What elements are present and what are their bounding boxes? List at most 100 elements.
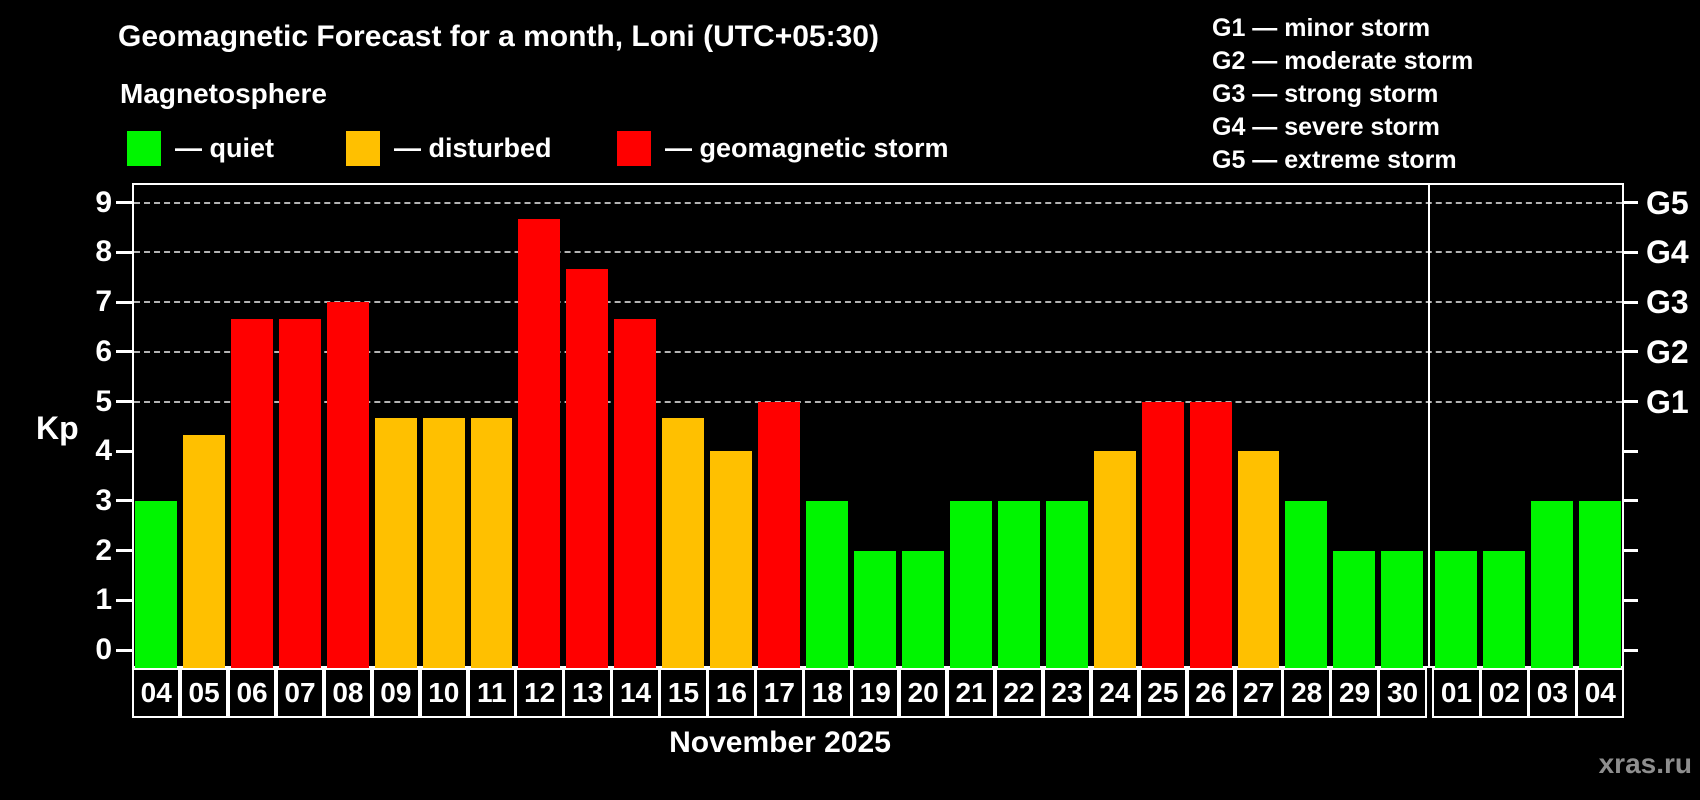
date-cell-dec-01: 01	[1432, 668, 1481, 718]
kp-bar-nov-18	[806, 500, 849, 668]
date-cell-nov-30: 30	[1378, 668, 1427, 718]
date-cell-nov-18: 18	[803, 668, 852, 718]
right-axis-label-g3: G3	[1646, 284, 1689, 321]
g-legend-line-4: G4 — severe storm	[1212, 113, 1440, 141]
gridline-kp-8	[134, 251, 1622, 254]
y-axis-label-0: 0	[95, 633, 112, 666]
right-axis-tick-8	[1622, 250, 1638, 254]
date-cell-nov-15: 15	[659, 668, 708, 718]
kp-bar-nov-07	[278, 318, 321, 668]
left-axis-tick-8	[116, 250, 132, 254]
left-axis-tick-5	[116, 400, 132, 403]
gridline-kp-9	[134, 201, 1622, 204]
kp-bar-dec-04	[1579, 500, 1621, 668]
date-cell-dec-02: 02	[1480, 668, 1529, 718]
right-axis-tick-0	[1622, 648, 1638, 652]
left-axis-tick-3	[116, 499, 132, 503]
date-cell-nov-06: 06	[227, 668, 277, 718]
watermark: xras.ru	[1598, 748, 1692, 779]
kp-bar-nov-20	[901, 550, 944, 668]
date-cell-nov-08: 08	[323, 668, 373, 718]
kp-bar-chart-plot-area	[132, 183, 1624, 668]
date-cell-nov-29: 29	[1330, 668, 1379, 718]
legend-label-quiet: — quiet	[175, 133, 274, 163]
kp-bar-nov-21	[949, 500, 992, 668]
date-cell-dec-03: 03	[1528, 668, 1577, 718]
date-cell-nov-14: 14	[611, 668, 660, 718]
date-cell-nov-22: 22	[994, 668, 1044, 718]
left-axis-tick-4	[116, 449, 132, 453]
page-title: Geomagnetic Forecast for a month, Loni (…	[118, 20, 879, 53]
date-cell-nov-05: 05	[179, 668, 229, 718]
y-axis-label-5: 5	[95, 384, 112, 418]
left-axis-tick-1	[116, 598, 132, 602]
right-axis-label-g4: G4	[1646, 234, 1689, 271]
g-scale-legend: G1 — minor storm G2 — moderate storm G3 — …	[1212, 12, 1473, 177]
kp-bar-dec-03	[1531, 500, 1574, 668]
right-axis-tick-4	[1622, 449, 1638, 453]
kp-bar-nov-14	[614, 318, 657, 668]
kp-bar-nov-28	[1285, 500, 1328, 668]
left-axis-tick-9	[116, 201, 132, 205]
y-axis-label-3: 3	[95, 483, 112, 517]
date-cell-nov-16: 16	[707, 668, 756, 718]
x-axis-title: November 2025	[669, 726, 891, 759]
g-legend-line-5: G5 — extreme storm	[1212, 146, 1457, 174]
date-cell-nov-04: 04	[132, 668, 181, 718]
kp-bar-nov-25	[1141, 401, 1184, 668]
right-axis-tick-1	[1622, 598, 1638, 602]
g-legend-line-3: G3 — strong storm	[1212, 80, 1439, 108]
legend-label-storm: — geomagnetic storm	[665, 133, 949, 163]
kp-bar-nov-30	[1381, 550, 1424, 668]
y-axis-label-4: 4	[95, 434, 112, 468]
date-cell-dec-04: 04	[1576, 668, 1625, 718]
date-cell-nov-25: 25	[1138, 668, 1188, 718]
date-cell-nov-20: 20	[898, 668, 948, 718]
date-cell-nov-07: 07	[275, 668, 325, 718]
date-cell-nov-21: 21	[946, 668, 996, 718]
date-cell-nov-27: 27	[1234, 668, 1283, 718]
kp-bar-nov-05	[182, 434, 225, 668]
y-axis-label-2: 2	[95, 533, 112, 567]
left-axis-tick-6	[116, 350, 132, 354]
kp-bar-nov-22	[997, 500, 1040, 668]
right-axis-tick-9	[1622, 201, 1638, 205]
date-cell-nov-09: 09	[371, 668, 421, 718]
y-axis-title: Kp	[36, 410, 79, 446]
gridline-kp-7	[134, 301, 1622, 304]
right-axis-tick-5	[1622, 400, 1638, 403]
right-axis-label-g2: G2	[1646, 333, 1689, 370]
gridline-kp-5	[134, 400, 1622, 403]
right-axis-tick-2	[1622, 549, 1638, 553]
date-cell-nov-11: 11	[467, 668, 516, 718]
kp-bar-nov-29	[1333, 550, 1376, 668]
kp-bar-nov-15	[662, 417, 705, 668]
date-cell-nov-28: 28	[1282, 668, 1331, 718]
kp-bar-nov-09	[374, 417, 417, 668]
kp-bar-nov-19	[854, 550, 896, 668]
kp-bar-nov-16	[710, 451, 753, 668]
g-legend-line-1: G1 — minor storm	[1212, 14, 1431, 42]
kp-bar-nov-27	[1237, 451, 1280, 668]
date-cell-nov-19: 19	[851, 668, 900, 718]
kp-bar-nov-13	[566, 268, 609, 668]
right-axis-label-g5: G5	[1646, 184, 1689, 221]
y-axis-label-8: 8	[95, 235, 112, 269]
g-legend-line-2: G2 — moderate storm	[1212, 47, 1474, 75]
kp-bar-nov-12	[518, 219, 561, 668]
kp-bar-nov-17	[758, 401, 801, 668]
month-separator-line	[1428, 185, 1431, 666]
kp-bar-nov-10	[422, 417, 465, 668]
storm-color-swatch	[617, 131, 651, 166]
date-cell-nov-24: 24	[1090, 668, 1140, 718]
chart-subtitle: Magnetosphere	[120, 78, 327, 109]
kp-bar-nov-11	[470, 417, 513, 668]
date-cell-nov-23: 23	[1042, 668, 1092, 718]
quiet-color-swatch	[127, 131, 161, 166]
date-cell-nov-12: 12	[515, 668, 564, 718]
y-axis-label-7: 7	[95, 285, 112, 319]
kp-bar-nov-08	[326, 302, 369, 668]
y-axis-label-9: 9	[95, 185, 112, 219]
kp-bar-nov-23	[1045, 500, 1088, 668]
left-axis-tick-0	[116, 648, 132, 652]
